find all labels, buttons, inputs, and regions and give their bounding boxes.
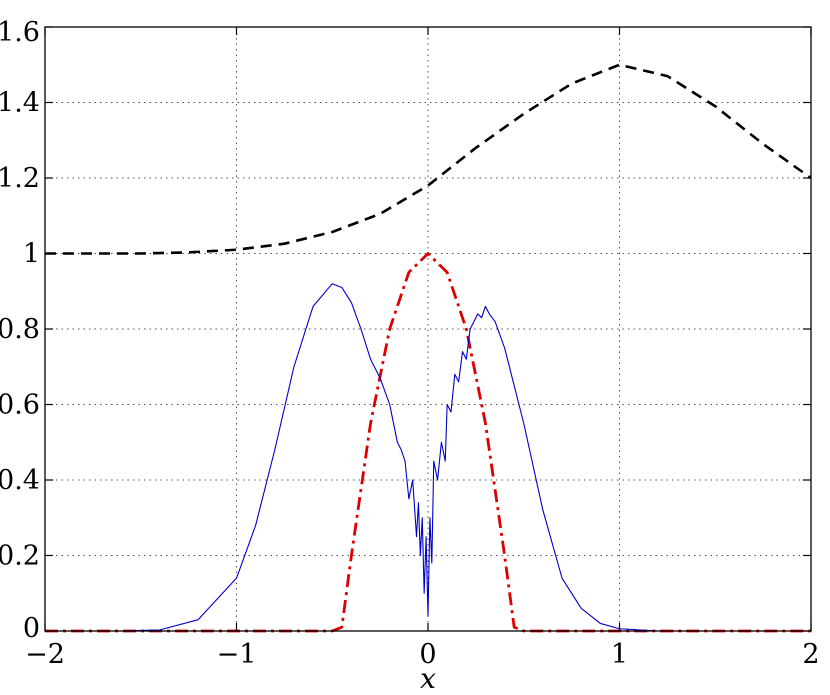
x-tick-label: 2: [802, 639, 819, 670]
y-tick-label: 1.6: [0, 17, 40, 48]
x-axis-label: x: [420, 662, 436, 695]
x-tick-label: −1: [217, 639, 257, 670]
y-tick-label: 0.6: [0, 390, 40, 421]
x-tick-label: 1: [611, 639, 628, 670]
x-tick-label: −2: [25, 639, 65, 670]
series-line-3: [45, 283, 811, 632]
y-tick-label: 0.8: [0, 314, 40, 345]
series-layer: [45, 63, 812, 633]
grid: [45, 27, 811, 631]
y-tick-label: 1.4: [0, 88, 40, 119]
y-tick-label: 0.2: [0, 541, 40, 572]
y-tick-label: 0.4: [0, 465, 40, 496]
y-tick-label: 1: [23, 239, 40, 270]
y-tick-label: 1.2: [0, 163, 40, 194]
y-tick-label: 0: [23, 613, 40, 644]
series-line-1: [45, 63, 812, 255]
plot-frame: [44, 26, 812, 632]
x-tick-label: 0: [419, 639, 436, 670]
ticks: −2 −1 0 1 2 0 0.2 0.4 0.6 0.8 1 1.2 1.4 1.6: [0, 17, 820, 670]
series-line-2: [45, 252, 811, 633]
